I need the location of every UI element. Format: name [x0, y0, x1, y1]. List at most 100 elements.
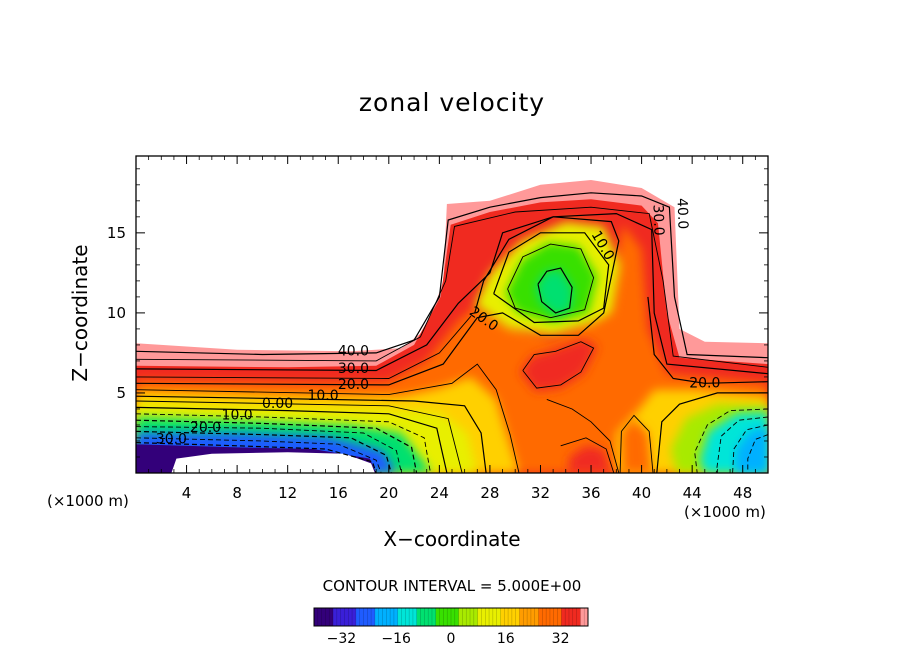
y-tick-label: 5 [116, 384, 126, 402]
contour-15 [136, 363, 520, 473]
colorbar-swatch [348, 608, 353, 626]
colorbar-swatch [382, 608, 387, 626]
x-axis: 4 8 12 16 20 24 28 32 36 40 44 48 [148, 156, 756, 502]
colorbar-tick-label: −16 [381, 631, 411, 647]
contour-east-neg15 [732, 424, 768, 473]
colorbar-swatch [568, 608, 574, 626]
colorbar-swatch [374, 608, 380, 626]
colorbar-swatch [549, 608, 555, 626]
y-axis: 5 10 15 [107, 168, 768, 458]
colorbar-swatch [492, 608, 498, 626]
region-bottom-jet-patch [568, 445, 612, 473]
colorbar-swatch [542, 608, 547, 626]
colorbar-swatch [412, 608, 418, 626]
colorbar-swatch [561, 608, 566, 626]
colorbar-swatch [546, 608, 551, 626]
colorbar-swatch [317, 608, 323, 626]
contour-40 [136, 192, 768, 359]
colorbar-swatch [367, 608, 372, 626]
colorbar-swatch [439, 608, 444, 626]
x-axis-label: X−coordinate [383, 527, 521, 551]
region-inner-jet-patch [520, 338, 598, 392]
colorbar-swatch [363, 608, 368, 626]
contour-neg15 [136, 426, 402, 473]
colorbar-swatch [428, 608, 433, 626]
x-tick-label: 4 [182, 484, 192, 502]
colorbar-swatch [504, 608, 509, 626]
colorbar-swatch [466, 608, 471, 626]
contour-label: 40.0 [338, 343, 369, 359]
x-tick-label: 16 [329, 484, 348, 502]
x-tick-label: 48 [733, 484, 752, 502]
contour-label: 20.0 [338, 377, 369, 393]
contour-upper-00 [537, 267, 573, 314]
contour-mid-20 [546, 398, 620, 473]
chart-title: zonal velocity [358, 88, 546, 117]
colorbar-swatch [500, 608, 505, 626]
y-tick-label: 15 [107, 224, 126, 242]
x-tick-label: 36 [581, 484, 600, 502]
colorbar-swatch [355, 608, 361, 626]
colorbar-swatch [371, 608, 376, 626]
colorbar-swatch [527, 608, 532, 626]
colorbar-swatch [424, 608, 429, 626]
colorbar-swatch [451, 608, 456, 626]
colorbar-swatch [553, 608, 558, 626]
contour-label: 10.0 [307, 388, 338, 404]
contour-20-east [647, 296, 768, 384]
y-tick-label: 10 [107, 304, 126, 322]
contour-inner-30 [522, 341, 595, 389]
colorbar-swatch [401, 608, 406, 626]
contour-label: 40.0 [674, 198, 691, 230]
contour-east-neg05 [694, 408, 768, 473]
contour-20 [136, 216, 620, 386]
colorbar-swatch [393, 608, 399, 626]
velocity-field [136, 180, 768, 473]
colorbar-swatch [359, 608, 364, 626]
colorbar-swatch [390, 608, 395, 626]
colorbar: −32 −16 0 16 32 [313, 607, 589, 647]
contour-neg30 [136, 442, 377, 473]
contour-lines [136, 192, 768, 473]
colorbar-swatch [386, 608, 391, 626]
contour-label: 20.0 [190, 420, 221, 436]
x-tick-label: 32 [531, 484, 550, 502]
colorbar-tick-label: 32 [552, 631, 570, 647]
colorbar-swatch [565, 608, 570, 626]
colorbar-tick-label: 0 [447, 631, 456, 647]
colorbar-swatch [409, 608, 414, 626]
colorbar-swatch [447, 608, 452, 626]
contour-neg25 [136, 437, 382, 473]
colorbar-swatch [523, 608, 528, 626]
contour-mid-25 [560, 437, 615, 473]
colorbar-swatch [511, 608, 517, 626]
x-tick-label: 28 [480, 484, 499, 502]
contour-00 [136, 406, 448, 473]
contour-25 [136, 315, 472, 379]
colorbar-swatch [420, 608, 425, 626]
colorbar-swatch [519, 608, 524, 626]
contour-30 [136, 212, 768, 375]
x-tick-label: 24 [430, 484, 449, 502]
contour-east-neg20 [747, 434, 768, 473]
colorbar-swatch [538, 608, 543, 626]
y-axis-label: Z−coordinate [68, 244, 92, 382]
x-tick-label: 44 [683, 484, 702, 502]
colorbar-swatch [485, 608, 490, 626]
colorbar-swatch [454, 608, 460, 626]
colorbar-tick-label: 16 [497, 631, 515, 647]
contour-label: 10.0 [222, 407, 253, 423]
colorbar-swatch [340, 608, 345, 626]
contour-label: 30.0 [156, 431, 187, 447]
colorbar-swatch [378, 608, 383, 626]
colorbar-swatch [352, 608, 357, 626]
colorbar-swatch [496, 608, 501, 626]
colorbar-swatch [344, 608, 349, 626]
colorbar-swatch [405, 608, 410, 626]
contour-neg05 [136, 413, 431, 473]
contour-label: 30.0 [338, 361, 369, 377]
colorbar-swatch [489, 608, 494, 626]
colorbar-swatch [325, 608, 330, 626]
contour-35 [136, 206, 768, 368]
contour-neg10 [136, 419, 418, 473]
